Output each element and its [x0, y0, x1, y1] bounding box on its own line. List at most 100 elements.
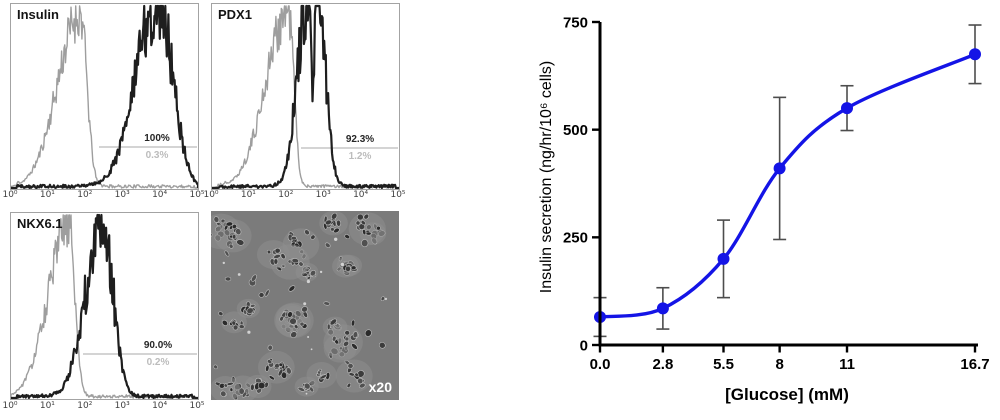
percent-control-label: 1.2% [348, 151, 372, 162]
y-tick-label: 0 [580, 337, 588, 354]
cell [324, 242, 331, 248]
cell [225, 221, 234, 227]
cell [354, 372, 359, 377]
bright-cell-dot [340, 262, 344, 267]
cell [223, 383, 228, 388]
panel-title-insulin: Insulin [17, 7, 59, 22]
cell [345, 265, 351, 272]
flow-panel-insulin: Insulin 100% 0.3% [10, 3, 199, 190]
cell [309, 269, 317, 277]
insulin-histogram-plot [11, 4, 198, 189]
cell [287, 311, 293, 318]
flow-x-tick-label: 10⁵ [189, 190, 205, 200]
panel-title-nkx6-1: NKX6.1 [17, 216, 63, 231]
flow-x-tick-label: 10¹ [240, 190, 256, 200]
cell [258, 292, 265, 298]
cell [336, 219, 342, 227]
pdx1-histogram-plot [212, 4, 399, 189]
cell [280, 253, 286, 260]
cell [218, 311, 224, 317]
cell [213, 216, 220, 223]
cell [343, 340, 350, 347]
cell [344, 330, 350, 336]
flow-x-tick-label: 10⁵ [390, 190, 406, 200]
cell [347, 363, 354, 369]
cell [310, 234, 316, 240]
cell [325, 219, 332, 226]
percent-positive-label: 100% [144, 133, 170, 144]
cell [278, 362, 284, 367]
cell [267, 359, 273, 364]
cell [231, 223, 237, 230]
flow-x-tick-label: 10⁵ [189, 401, 205, 411]
cell [359, 382, 366, 389]
cell [266, 249, 272, 255]
cell [299, 321, 305, 327]
cell [361, 239, 369, 248]
flow-x-tick-label: 10³ [315, 190, 331, 200]
cell [344, 234, 350, 239]
data-point [656, 302, 669, 315]
flow-x-tick-label: 10³ [114, 401, 130, 411]
percent-control-label: 0.3% [145, 150, 169, 161]
cell [288, 285, 296, 292]
flow-x-tick-label: 10⁴ [353, 190, 369, 200]
cell [358, 223, 366, 230]
cell [228, 243, 234, 249]
cell [265, 364, 270, 372]
flow-x-axis-nkx6-1: 10⁰ 10¹ 10² 10³ 10⁴ 10⁵ [0, 401, 210, 414]
flow-x-tick-label: 10⁴ [152, 401, 168, 411]
cell [376, 225, 381, 231]
cell [363, 213, 370, 220]
cell [224, 276, 232, 282]
cell [378, 342, 386, 349]
cell [279, 315, 284, 322]
bright-cell-dot [237, 273, 241, 276]
cell [290, 236, 297, 241]
flow-x-axis-insulin: 10⁰ 10¹ 10² 10³ 10⁴ 10⁵ [0, 190, 210, 203]
cell-cluster-halo [348, 212, 386, 246]
stained-curve [212, 4, 399, 189]
cell [333, 227, 340, 234]
data-point [841, 102, 853, 115]
cell [323, 301, 331, 306]
cell [351, 343, 358, 350]
cell [352, 331, 359, 339]
dose-response-chart: 0 250 500 750 0.0 2.8 5.5 8 11 16.7 Insulin secre… [520, 0, 1000, 420]
x-tick-label: 5.5 [713, 356, 734, 373]
flow-x-tick-label: 10¹ [39, 401, 55, 411]
percent-positive-label: 92.3% [345, 134, 375, 145]
bright-cell-dot [319, 270, 323, 274]
cell [232, 324, 239, 331]
cell [257, 381, 266, 390]
bright-cell-dot [247, 330, 251, 334]
cell [317, 370, 322, 375]
cell-cluster-halo [256, 240, 290, 269]
cell [332, 335, 337, 342]
cell [246, 307, 254, 314]
cell [331, 212, 338, 220]
flow-x-tick-label: 10⁰ [2, 401, 18, 411]
cell [267, 344, 273, 351]
y-tick-label: 250 [563, 230, 588, 247]
cell [250, 303, 256, 308]
cell [273, 258, 279, 265]
cell [290, 331, 298, 338]
bright-cell-dot [306, 279, 310, 284]
x-tick-label: 8 [775, 356, 783, 373]
x-tick-label: 0.0 [590, 356, 611, 373]
cell [326, 323, 331, 330]
cell [291, 258, 299, 264]
cell [319, 374, 327, 380]
cell [294, 324, 299, 329]
cell [274, 247, 281, 254]
flow-x-tick-label: 10¹ [39, 190, 55, 200]
data-point [717, 252, 730, 265]
cell [301, 306, 308, 313]
cell [360, 220, 366, 226]
cell [211, 232, 213, 238]
cell [221, 319, 228, 326]
bright-cell-dot [303, 302, 307, 306]
dose-response-plot: 0 250 500 750 0.0 2.8 5.5 8 11 16.7 [563, 14, 990, 373]
